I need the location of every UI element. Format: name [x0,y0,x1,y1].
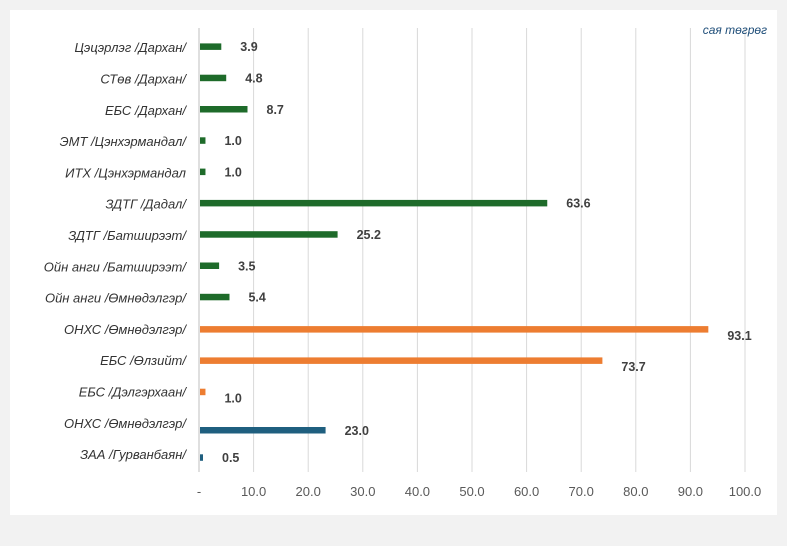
data-label: 4.8 [245,71,262,85]
bar-2024 [200,326,709,333]
x-tick-label: 20.0 [296,484,321,499]
data-label: 5.4 [248,291,265,305]
bar-2025 [200,262,220,269]
data-label: 73.7 [621,360,645,374]
x-tick-label: 40.0 [405,484,430,499]
legend-label: 2023 [453,513,486,515]
x-tick-label: 70.0 [569,484,594,499]
category-label: ЭМТ /Цэнхэрмандал/ [60,134,188,149]
category-label: ЗДТГ /Дадал/ [105,197,187,212]
x-tick-label: - [197,484,201,499]
category-label: ЗАА /Гурванбаян/ [80,447,187,462]
category-label: ИТХ /Цэнхэрмандал [65,165,187,180]
legend-label: 2024 [389,513,422,515]
data-label: 23.0 [345,424,369,438]
bar-2023 [200,454,203,461]
category-label: ОНХС /Өмнөдэлгэр/ [64,416,187,431]
x-tick-label: 80.0 [623,484,648,499]
category-label: СТөв /Дархан/ [100,71,187,86]
data-label: 3.9 [240,40,257,54]
data-label: 1.0 [224,391,241,405]
x-tick-label: 100.0 [729,484,762,499]
bar-2025 [200,293,230,301]
data-label: 1.0 [224,165,241,179]
chart-card: - 10.0 20.0 30.0 40.0 50.0 60.0 70.0 80.0 90.0 100… [10,10,777,515]
unit-note: сая төгрөг [703,23,767,37]
bar-2025 [200,74,227,82]
bar-2025 [200,43,222,50]
bar-2025 [200,168,206,176]
category-label: ЕБС /Дархан/ [105,103,187,118]
data-label: 8.7 [267,103,284,117]
bar-2024 [200,357,603,364]
bar-2023 [200,427,326,434]
chart-svg: - 10.0 20.0 30.0 40.0 50.0 60.0 70.0 80.0 90.0 100… [44,23,767,515]
x-tick-label: 90.0 [678,484,703,499]
x-tick-label: 10.0 [241,484,266,499]
category-label: Ойн анги /Өмнөдэлгэр/ [45,291,187,306]
data-label: 1.0 [224,134,241,148]
category-label: ЕБС /Өлзийт/ [100,353,187,368]
bar-2025 [200,106,248,113]
x-tick-label: 60.0 [514,484,539,499]
category-label: ОНХС /Өмнөдэлгэр/ [64,322,187,337]
data-label: 0.5 [222,451,239,465]
category-label: Ойн анги /Батширээт/ [44,259,188,274]
bar-2024 [200,388,206,396]
category-label: Цэцэрлэг /Дархан/ [74,40,187,55]
bar-2025 [200,137,206,144]
bar-2025 [200,199,548,207]
data-label: 25.2 [357,228,381,242]
legend-label: 2025 [325,513,358,515]
category-label: ЕБС /Дэлгэрхаан/ [79,384,188,399]
data-label: 3.5 [238,259,255,273]
data-label: 63.6 [566,197,590,211]
x-tick-label: 50.0 [459,484,484,499]
data-label: 93.1 [727,329,751,343]
bar-2025 [200,231,338,238]
category-label: ЗДТГ /Батширээт/ [68,228,187,243]
x-tick-label: 30.0 [350,484,375,499]
